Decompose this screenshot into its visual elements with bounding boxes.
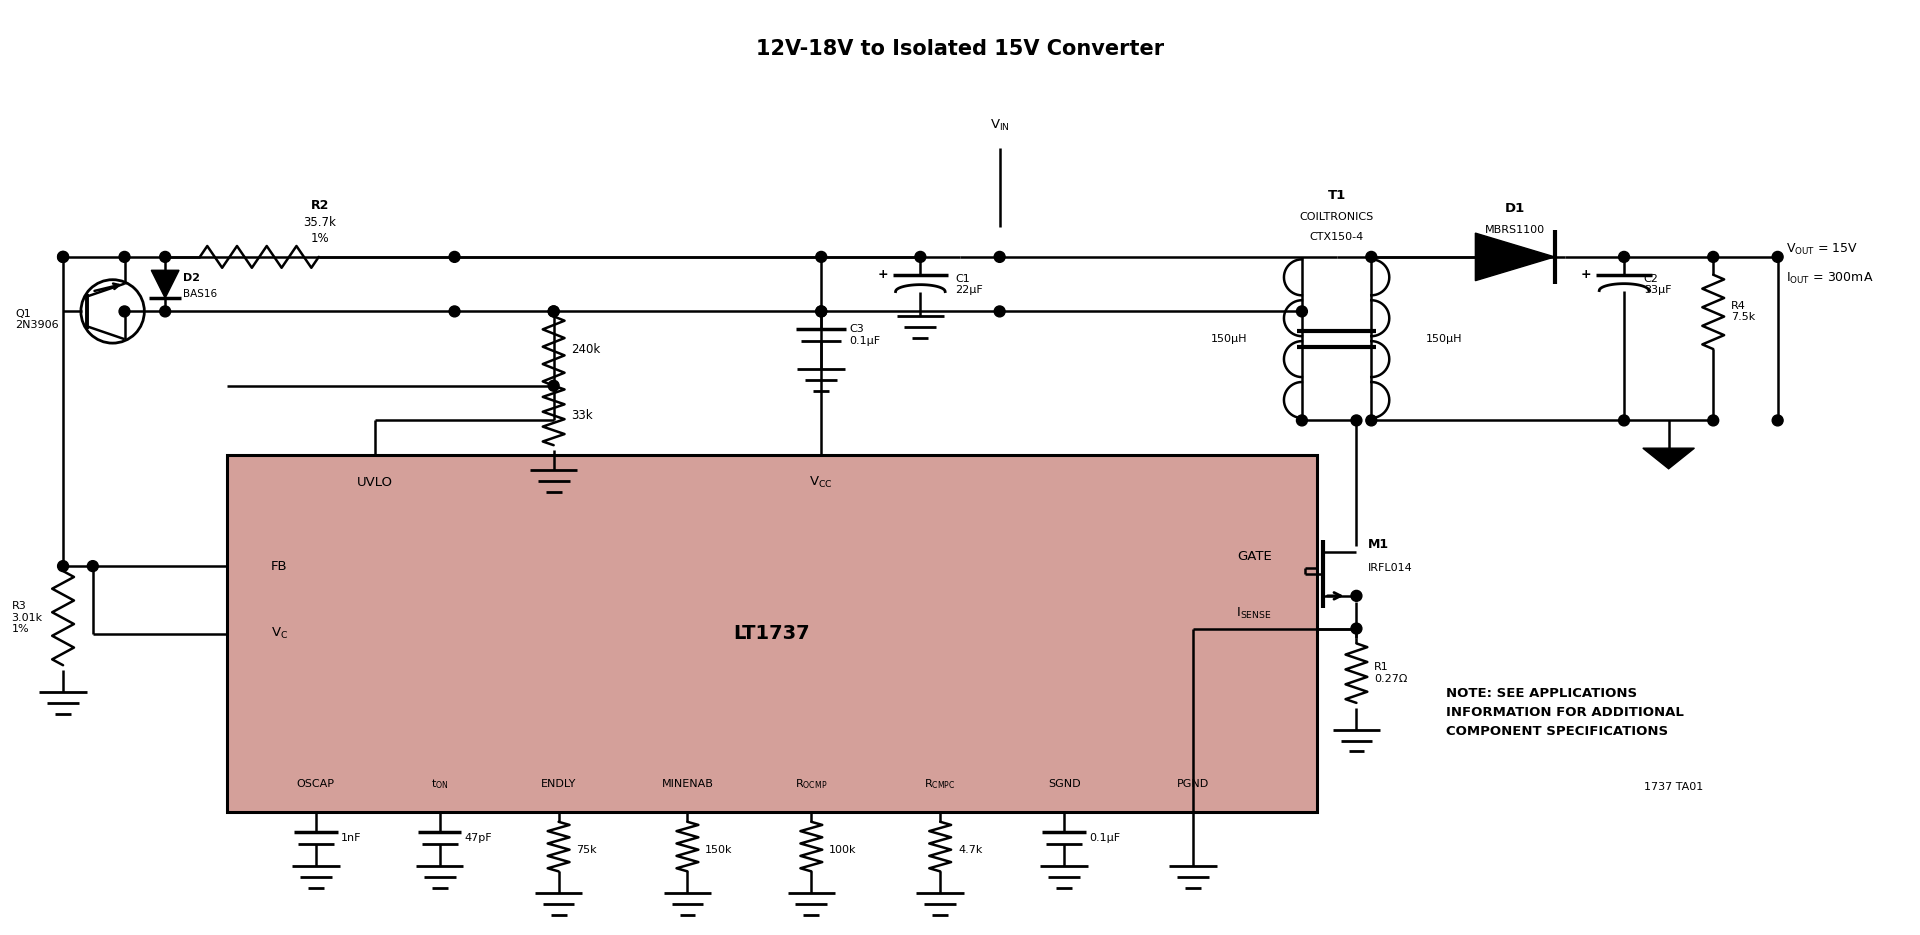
Polygon shape [1644, 448, 1693, 468]
Text: I$_{\rm OUT}$ = 300mA: I$_{\rm OUT}$ = 300mA [1786, 271, 1874, 286]
Text: SGND: SGND [1048, 779, 1081, 789]
Text: R4
7.5k: R4 7.5k [1732, 301, 1755, 323]
Circle shape [1619, 252, 1630, 263]
Circle shape [816, 306, 828, 317]
Text: 1%: 1% [311, 232, 328, 245]
Circle shape [916, 252, 925, 263]
Text: 12V-18V to Isolated 15V Converter: 12V-18V to Isolated 15V Converter [756, 38, 1164, 59]
Text: M1: M1 [1369, 538, 1390, 551]
Text: V$_{\rm CC}$: V$_{\rm CC}$ [810, 475, 833, 491]
Text: LT1737: LT1737 [733, 624, 810, 643]
Circle shape [1707, 252, 1718, 263]
Circle shape [449, 306, 461, 317]
Text: C3
0.1μF: C3 0.1μF [849, 324, 879, 346]
Circle shape [159, 252, 171, 263]
Polygon shape [1475, 233, 1555, 280]
Text: C1
22μF: C1 22μF [954, 274, 983, 295]
Text: V$_{\rm IN}$: V$_{\rm IN}$ [989, 118, 1010, 133]
Circle shape [58, 561, 69, 571]
Text: 1737 TA01: 1737 TA01 [1644, 782, 1703, 792]
Text: I$_{\rm SENSE}$: I$_{\rm SENSE}$ [1236, 606, 1273, 621]
Text: 240k: 240k [572, 342, 601, 355]
Text: R$_{\rm CMPC}$: R$_{\rm CMPC}$ [924, 777, 956, 791]
Text: R$_{\rm OCMP}$: R$_{\rm OCMP}$ [795, 777, 828, 791]
Text: FB: FB [271, 560, 288, 572]
FancyBboxPatch shape [227, 455, 1317, 812]
Circle shape [1296, 306, 1308, 317]
Circle shape [816, 252, 828, 263]
Text: 150k: 150k [705, 844, 733, 855]
Circle shape [1707, 415, 1718, 425]
Text: T1: T1 [1327, 190, 1346, 202]
Text: 35.7k: 35.7k [303, 216, 336, 229]
Circle shape [1772, 252, 1784, 263]
Text: 47pF: 47pF [465, 833, 492, 842]
Text: R1
0.27Ω: R1 0.27Ω [1375, 662, 1407, 683]
Circle shape [1352, 623, 1361, 634]
Text: ENDLY: ENDLY [541, 779, 576, 789]
Circle shape [1352, 590, 1361, 601]
Text: BAS16: BAS16 [182, 289, 217, 299]
Circle shape [995, 306, 1004, 317]
Circle shape [1352, 415, 1361, 425]
Circle shape [1296, 415, 1308, 425]
Text: V$_{\rm OUT}$ = 15V: V$_{\rm OUT}$ = 15V [1786, 241, 1859, 256]
Text: 150μH: 150μH [1427, 334, 1463, 344]
Text: +: + [877, 268, 889, 281]
Text: R2: R2 [311, 199, 328, 212]
Text: CTX150-4: CTX150-4 [1309, 232, 1363, 242]
Text: Q1
2N3906: Q1 2N3906 [15, 309, 60, 330]
Circle shape [86, 561, 98, 571]
Circle shape [119, 306, 131, 317]
Circle shape [1619, 415, 1630, 425]
Text: V$_{\rm C}$: V$_{\rm C}$ [271, 626, 288, 641]
Text: OSCAP: OSCAP [298, 779, 334, 789]
Text: MINENAB: MINENAB [662, 779, 714, 789]
Text: C2
33μF: C2 33μF [1644, 274, 1670, 295]
Text: R3
3.01k
1%: R3 3.01k 1% [12, 601, 42, 634]
Circle shape [549, 306, 559, 317]
Circle shape [119, 252, 131, 263]
Text: 100k: 100k [829, 844, 856, 855]
Circle shape [549, 306, 559, 317]
Circle shape [816, 306, 828, 317]
Circle shape [1365, 415, 1377, 425]
Text: 4.7k: 4.7k [958, 844, 983, 855]
Text: IRFL014: IRFL014 [1369, 563, 1413, 573]
Text: NOTE: SEE APPLICATIONS
INFORMATION FOR ADDITIONAL
COMPONENT SPECIFICATIONS: NOTE: SEE APPLICATIONS INFORMATION FOR A… [1446, 687, 1684, 739]
Text: 0.1μF: 0.1μF [1089, 833, 1119, 842]
Text: D1: D1 [1505, 202, 1524, 215]
Circle shape [58, 252, 69, 263]
Circle shape [549, 381, 559, 391]
Text: D2: D2 [182, 273, 200, 283]
Text: 150μH: 150μH [1212, 334, 1248, 344]
Text: MBRS1100: MBRS1100 [1484, 225, 1546, 235]
Text: GATE: GATE [1238, 550, 1273, 563]
Circle shape [1772, 415, 1784, 425]
Text: COILTRONICS: COILTRONICS [1300, 212, 1373, 223]
Circle shape [449, 252, 461, 263]
Text: PGND: PGND [1177, 779, 1210, 789]
Text: t$_{\rm ON}$: t$_{\rm ON}$ [430, 777, 449, 791]
Text: 75k: 75k [576, 844, 597, 855]
Text: +: + [1580, 268, 1592, 281]
Circle shape [159, 306, 171, 317]
Circle shape [995, 252, 1004, 263]
Text: UVLO: UVLO [357, 476, 394, 489]
Circle shape [1365, 252, 1377, 263]
Text: 1nF: 1nF [340, 833, 361, 842]
Circle shape [58, 252, 69, 263]
Polygon shape [152, 270, 179, 298]
Text: 33k: 33k [572, 409, 593, 422]
